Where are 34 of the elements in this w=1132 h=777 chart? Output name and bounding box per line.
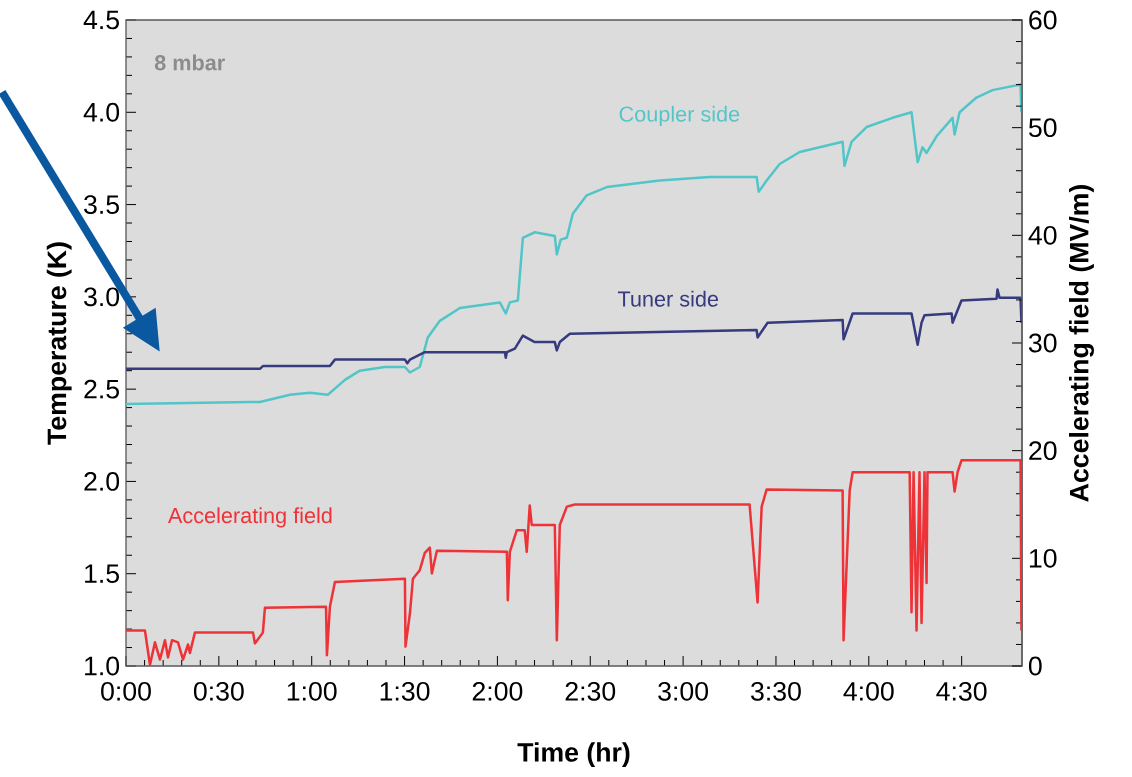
y-tick-label: 4.5 [83, 10, 119, 30]
y-tick-label: 3.5 [84, 195, 119, 215]
y2-tick-label: 40 [1028, 225, 1057, 245]
line-series [126, 288, 1023, 371]
x-tick-label: 3:00 [658, 681, 708, 701]
x-tick-label: 2:00 [472, 681, 523, 701]
y2-axis-title: Accelerating field (MV/m) [1069, 185, 1094, 502]
x-tick-label: 0:00 [101, 681, 151, 701]
x-tick-label: 4:30 [936, 681, 987, 701]
x-tick-label: 1:30 [380, 681, 430, 701]
y-tick-label: 2.0 [84, 472, 120, 491]
x-tick-label: 0:30 [193, 681, 244, 701]
line-series [126, 83, 1023, 406]
x-tick-label: 1:00 [287, 681, 337, 701]
x-axis-title: Time (hr) [517, 742, 630, 768]
y2-tick-label: 20 [1029, 441, 1057, 461]
y2-tick-label: 30 [1028, 333, 1057, 353]
y-tick-label: 4.0 [83, 102, 120, 122]
y-tick-label: 1.0 [85, 656, 120, 676]
y-axis-title: Temperature (K) [46, 242, 72, 445]
x-tick-label: 4:00 [843, 681, 894, 701]
series-label: Tuner side [617, 290, 719, 307]
y2-tick-label: 60 [1029, 10, 1057, 30]
y-tick-label: 3.0 [84, 287, 120, 307]
x-tick-label: 2:30 [565, 681, 616, 701]
text: Accelerating field [167, 507, 332, 528]
text: Coupler side [619, 105, 740, 127]
y2-tick-label: 10 [1029, 548, 1057, 568]
y2-tick-label: 0 [1028, 656, 1042, 676]
annotation: 8 mbar [154, 54, 225, 71]
y-tick-label: 1.5 [85, 564, 119, 584]
y-tick-label: 2.5 [84, 379, 119, 399]
y2-tick-label: 50 [1028, 118, 1057, 138]
x-tick-label: 3:30 [751, 681, 801, 701]
